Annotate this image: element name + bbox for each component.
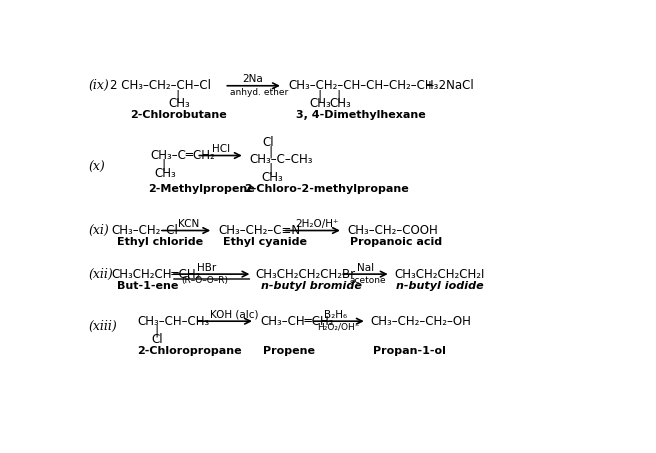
Text: 2H₂O/H⁺: 2H₂O/H⁺ [295,219,338,229]
Text: |: | [268,145,272,159]
Text: 2-Chlorobutane: 2-Chlorobutane [131,111,227,120]
Text: n-butyl bromide: n-butyl bromide [261,281,362,291]
Text: Cl: Cl [151,333,163,346]
Text: CH₃CH₂CH₂CH₂I: CH₃CH₂CH₂CH₂I [394,268,485,280]
Text: 2-Chloro-2-methylpropane: 2-Chloro-2-methylpropane [243,183,409,193]
Text: (xii): (xii) [88,268,113,280]
Text: 2-Chloropropane: 2-Chloropropane [137,346,241,356]
Text: KOH (alc): KOH (alc) [210,310,258,320]
Text: CH₃–CH₂–C≡N: CH₃–CH₂–C≡N [218,224,300,237]
Text: (xiii): (xiii) [88,320,117,333]
Text: |: | [337,89,341,102]
Text: |: | [162,159,166,172]
Text: CH₃–C═CH₂: CH₃–C═CH₂ [151,149,215,162]
Text: 2 CH₃–CH₂–CH–Cl: 2 CH₃–CH₂–CH–Cl [110,79,211,92]
Text: (R–O–O–R): (R–O–O–R) [182,276,229,285]
Text: Propan-1-ol: Propan-1-ol [373,346,446,356]
Text: anhyd. ether: anhyd. ether [230,87,289,96]
Text: CH₃CH₂CH₂CH₂Br: CH₃CH₂CH₂CH₂Br [256,268,356,280]
Text: CH₃: CH₃ [329,97,352,111]
Text: Ethyl chloride: Ethyl chloride [117,236,203,247]
Text: HBr: HBr [197,263,216,273]
Text: (ix): (ix) [88,79,109,92]
Text: |: | [175,89,179,102]
Text: |: | [155,324,159,337]
Text: B₂H₆: B₂H₆ [324,310,347,320]
Text: HCl: HCl [212,144,230,154]
Text: |: | [268,162,272,175]
Text: CH₃–C–CH₃: CH₃–C–CH₃ [250,153,314,165]
Text: CH₃: CH₃ [309,97,331,111]
Text: (x): (x) [88,161,105,174]
Text: But-1-ene: But-1-ene [117,281,178,291]
Text: 2Na: 2Na [243,74,264,84]
Text: Ethyl cyanide: Ethyl cyanide [223,236,307,247]
Text: CH₃: CH₃ [261,171,283,183]
Text: H₂O₂/OH⁻: H₂O₂/OH⁻ [317,323,359,332]
Text: 2-Methylpropene: 2-Methylpropene [148,183,255,193]
Text: NaI: NaI [357,263,374,273]
Text: n-butyl iodide: n-butyl iodide [396,281,484,291]
Text: CH₃CH₂CH═CH₂: CH₃CH₂CH═CH₂ [112,268,201,280]
Text: CH₃–CH₂–CH₂–OH: CH₃–CH₂–CH₂–OH [371,315,472,328]
Text: CH₃–CH₂–CH–CH–CH₂–CH₃: CH₃–CH₂–CH–CH–CH₂–CH₃ [288,79,438,92]
Text: 3, 4-Dimethylhexane: 3, 4-Dimethylhexane [296,111,425,120]
Text: KCN: KCN [178,219,199,229]
Text: CH₃–CH₂–Cl: CH₃–CH₂–Cl [112,224,178,237]
Text: Propene: Propene [264,346,316,356]
Text: + 2NaCl: + 2NaCl [425,79,474,92]
Text: CH₃: CH₃ [155,167,176,180]
Text: (xi): (xi) [88,224,109,237]
Text: acetone: acetone [350,276,386,285]
Text: CH₃–CH₂–COOH: CH₃–CH₂–COOH [348,224,438,237]
Text: Cl: Cl [262,136,274,149]
Text: CH₃: CH₃ [168,97,190,111]
Text: CH₃–CH═CH₂: CH₃–CH═CH₂ [260,315,333,328]
Text: Propanoic acid: Propanoic acid [350,236,443,247]
Text: |: | [317,89,321,102]
Text: CH₃–CH–CH₃: CH₃–CH–CH₃ [137,315,209,328]
